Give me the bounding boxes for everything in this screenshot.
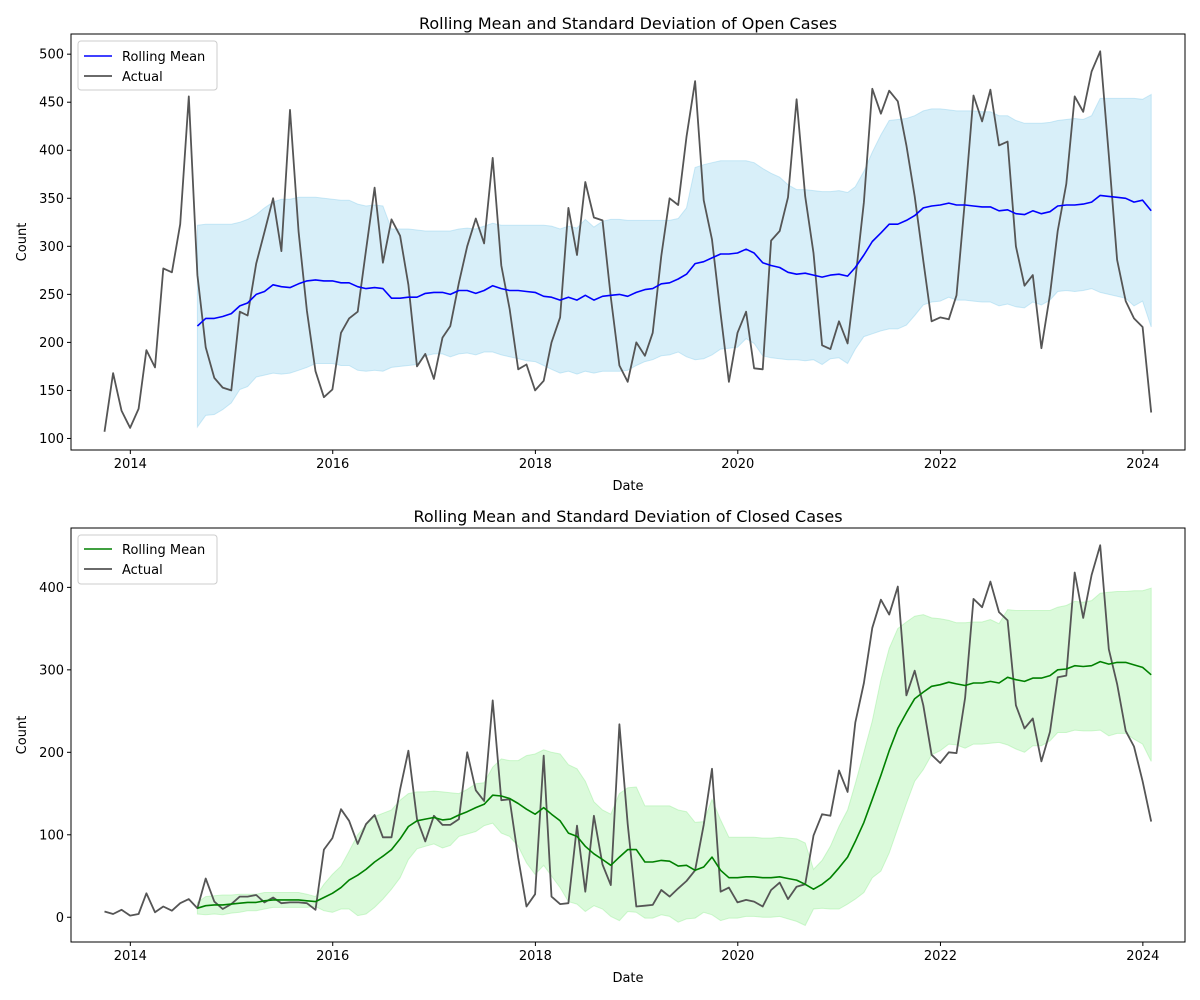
y-tick-label: 100	[39, 828, 64, 843]
y-tick-label: 150	[39, 384, 64, 399]
x-axis-label: Date	[612, 971, 643, 986]
x-tick-label: 2022	[924, 457, 957, 472]
x-tick-label: 2022	[924, 949, 957, 964]
legend-box	[77, 534, 218, 585]
axes-frame	[70, 527, 1186, 943]
y-tick-label: 500	[39, 48, 64, 63]
y-tick-label: 100	[39, 432, 64, 447]
legend-label-actual: Actual	[122, 70, 163, 85]
y-axis-label: Count	[15, 716, 30, 755]
x-tick-label: 2020	[721, 457, 754, 472]
y-tick-label: 400	[39, 581, 64, 596]
legend-label-rolling-mean: Rolling Mean	[122, 50, 205, 65]
plot-area	[103, 50, 1153, 432]
closed-cases-chart: Rolling Mean and Standard Deviation of C…	[15, 507, 1186, 986]
x-axis-label: Date	[612, 479, 643, 494]
x-tick-label: 2018	[519, 949, 552, 964]
y-tick-label: 200	[39, 336, 64, 351]
y-tick-label: 300	[39, 663, 64, 678]
x-tick-label: 2024	[1126, 949, 1159, 964]
legend: Rolling Mean Actual	[77, 40, 218, 91]
series-line-actual	[103, 50, 1153, 432]
plot-area	[104, 544, 1153, 927]
x-tick-label: 2020	[721, 949, 754, 964]
series-line-rolling-mean	[196, 194, 1152, 327]
x-tick-label: 2016	[316, 949, 349, 964]
y-tick-label: 250	[39, 288, 64, 303]
std-band	[196, 587, 1152, 927]
y-tick-label: 0	[56, 911, 64, 926]
y-axis-label: Count	[15, 223, 30, 262]
legend-label-actual: Actual	[122, 563, 163, 578]
open-cases-chart: Rolling Mean and Standard Deviation of O…	[15, 14, 1186, 494]
chart-title: Rolling Mean and Standard Deviation of O…	[419, 14, 837, 33]
y-tick-label: 300	[39, 240, 64, 255]
std-band	[196, 93, 1152, 429]
chart-title: Rolling Mean and Standard Deviation of C…	[413, 507, 842, 526]
y-tick-label: 400	[39, 144, 64, 159]
y-tick-label: 450	[39, 96, 64, 111]
legend-label-rolling-mean: Rolling Mean	[122, 543, 205, 558]
ticks: 2014 2016 2018 2020 2022 2024 0 100 200 300 400	[39, 581, 1159, 964]
axes-frame	[70, 33, 1186, 451]
series-line-actual	[104, 544, 1153, 917]
x-tick-label: 2014	[114, 949, 147, 964]
x-tick-label: 2016	[316, 457, 349, 472]
x-tick-label: 2014	[114, 457, 147, 472]
y-tick-label: 350	[39, 192, 64, 207]
legend: Rolling Mean Actual	[77, 534, 218, 585]
series-line-rolling-mean	[197, 660, 1152, 909]
ticks: 2014 2016 2018 2020 2022 2024 100 150 200 250 300 3…	[39, 48, 1159, 472]
y-tick-label: 200	[39, 746, 64, 761]
x-tick-label: 2018	[519, 457, 552, 472]
legend-box	[77, 40, 218, 91]
x-tick-label: 2024	[1126, 457, 1159, 472]
